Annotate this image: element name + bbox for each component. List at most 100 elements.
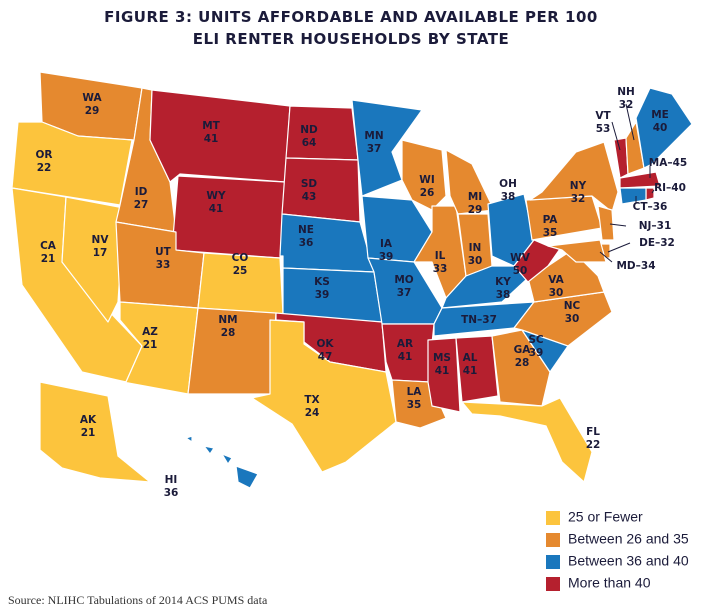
- state-label: MD–34: [616, 260, 655, 272]
- state-value: 41: [204, 133, 219, 145]
- state-abbr: WY: [206, 190, 226, 202]
- state-shape: [149, 89, 291, 183]
- legend-swatch: [546, 555, 560, 569]
- state-shape: [203, 445, 215, 455]
- state-value: 64: [302, 137, 317, 149]
- state-value: 17: [93, 247, 108, 259]
- source-note: Source: NLIHC Tabulations of 2014 ACS PU…: [8, 593, 268, 607]
- state-abbr: MO: [394, 274, 413, 286]
- state-abbr: KS: [314, 276, 330, 288]
- state-value: 30: [468, 255, 483, 267]
- state-abbr: UT: [155, 246, 172, 258]
- state-value: 28: [221, 327, 236, 339]
- state-abbr: MI: [468, 191, 482, 203]
- leader-line: [651, 189, 655, 194]
- state-value: 35: [543, 227, 558, 239]
- state-shape: [619, 187, 647, 205]
- state-abbr: AL: [463, 352, 478, 364]
- state-value: 30: [565, 313, 580, 325]
- state-shape: [427, 337, 461, 413]
- leader-line: [607, 242, 631, 253]
- state-value: 41: [398, 351, 413, 363]
- state-value: 43: [302, 191, 317, 203]
- state-abbr: MT: [202, 120, 220, 132]
- state-label: RI–40: [654, 182, 686, 194]
- state-abbr: WA: [82, 92, 102, 104]
- state-value: 50: [513, 265, 528, 277]
- state-shape: [529, 141, 619, 213]
- state-abbr: CO: [232, 252, 249, 264]
- state-label: DE–32: [639, 237, 675, 249]
- state-value: 38: [501, 191, 516, 203]
- state-abbr: SD: [301, 178, 318, 190]
- state-shape: [185, 435, 193, 443]
- state-value: 40: [653, 122, 668, 134]
- state-abbr: AK: [80, 414, 97, 426]
- state-shape: [61, 196, 125, 323]
- state-shape: [413, 205, 467, 299]
- state-value: 21: [41, 253, 56, 265]
- state-value: 30: [549, 287, 564, 299]
- state-abbr: PA: [543, 214, 559, 226]
- state-abbr: IN: [469, 242, 482, 254]
- state-abbr: FL: [586, 426, 600, 438]
- state-abbr: MN: [364, 130, 383, 142]
- state-abbr: OH: [499, 178, 517, 190]
- state-value: 35: [407, 399, 422, 411]
- legend-label: Between 36 and 40: [568, 553, 689, 569]
- state-value: 22: [586, 439, 601, 451]
- state-value: 36: [299, 237, 314, 249]
- state-value: 37: [367, 143, 382, 155]
- state-abbr: TX: [304, 394, 319, 406]
- state-value: 29: [468, 204, 483, 216]
- state-value: 21: [143, 339, 158, 351]
- state-shape: [547, 239, 607, 263]
- state-label: NJ–31: [639, 220, 672, 232]
- state-value: 21: [81, 427, 96, 439]
- state-value: 39: [379, 251, 394, 263]
- state-shape: [635, 87, 693, 169]
- state-abbr: CA: [40, 240, 57, 252]
- state-abbr: KY: [495, 276, 511, 288]
- state-abbr: LA: [407, 386, 423, 398]
- state-value: 41: [435, 365, 450, 377]
- legend-label: 25 or Fewer: [568, 509, 643, 525]
- state-abbr: VA: [548, 274, 564, 286]
- state-shape: [235, 465, 259, 489]
- state-shape: [597, 205, 615, 241]
- state-abbr: GA: [514, 344, 532, 356]
- state-abbr: NM: [218, 314, 237, 326]
- state-abbr: ND: [300, 124, 318, 136]
- state-value: 27: [134, 199, 149, 211]
- state-abbr: NY: [570, 180, 587, 192]
- state-abbr: ID: [135, 186, 148, 198]
- leader-line: [611, 121, 621, 151]
- legend-swatch: [546, 511, 560, 525]
- state-value: 41: [209, 203, 224, 215]
- state-value: 29: [85, 105, 100, 117]
- state-value: 24: [305, 407, 320, 419]
- leader-line: [625, 103, 635, 141]
- state-value: 32: [619, 99, 634, 111]
- state-shape: [285, 105, 359, 161]
- state-abbr: WI: [419, 174, 435, 186]
- state-abbr: AR: [397, 338, 413, 350]
- state-shape: [221, 453, 233, 465]
- state-value: 32: [571, 193, 586, 205]
- state-shape: [251, 319, 397, 473]
- state-value: 26: [420, 187, 435, 199]
- legend-label: More than 40: [568, 575, 651, 591]
- state-value: 39: [529, 347, 544, 359]
- state-abbr: SC: [528, 334, 544, 346]
- state-abbr: NE: [298, 224, 314, 236]
- state-value: 38: [496, 289, 511, 301]
- state-value: 47: [318, 351, 333, 363]
- state-label: MA–45: [649, 157, 687, 169]
- state-abbr: HI: [165, 474, 178, 486]
- state-abbr: NV: [92, 234, 110, 246]
- state-abbr: IL: [435, 250, 446, 262]
- state-shape: [645, 187, 655, 201]
- legend-swatch: [546, 577, 560, 591]
- state-shape: [491, 329, 551, 407]
- state-abbr: IA: [380, 238, 393, 250]
